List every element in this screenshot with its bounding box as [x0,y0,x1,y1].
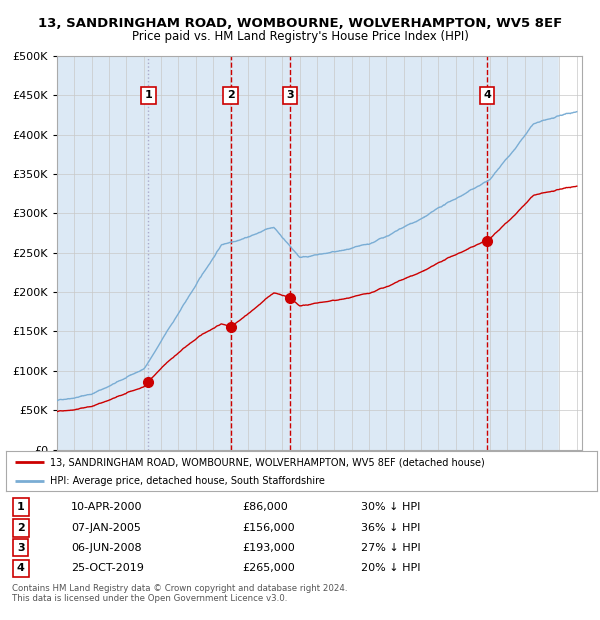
Text: £156,000: £156,000 [242,523,295,533]
Text: 13, SANDRINGHAM ROAD, WOMBOURNE, WOLVERHAMPTON, WV5 8EF: 13, SANDRINGHAM ROAD, WOMBOURNE, WOLVERH… [38,17,562,30]
Text: 36% ↓ HPI: 36% ↓ HPI [361,523,420,533]
Text: 20% ↓ HPI: 20% ↓ HPI [361,564,420,574]
Text: 3: 3 [17,542,25,552]
Text: 07-JAN-2005: 07-JAN-2005 [71,523,141,533]
Text: 2: 2 [227,90,235,100]
Text: 27% ↓ HPI: 27% ↓ HPI [361,542,420,552]
Text: 25-OCT-2019: 25-OCT-2019 [71,564,144,574]
Text: 06-JUN-2008: 06-JUN-2008 [71,542,142,552]
Text: HPI: Average price, detached house, South Staffordshire: HPI: Average price, detached house, Sout… [50,476,325,486]
Text: 30% ↓ HPI: 30% ↓ HPI [361,502,420,512]
Text: 2: 2 [17,523,25,533]
Text: Contains HM Land Registry data © Crown copyright and database right 2024.
This d: Contains HM Land Registry data © Crown c… [12,584,347,603]
Text: 4: 4 [17,564,25,574]
Text: £193,000: £193,000 [242,542,295,552]
Text: £265,000: £265,000 [242,564,295,574]
Bar [559,56,586,450]
Text: 3: 3 [286,90,293,100]
Text: 4: 4 [483,90,491,100]
Text: 1: 1 [17,502,25,512]
Text: 1: 1 [145,90,152,100]
Bar [559,56,586,450]
Text: 13, SANDRINGHAM ROAD, WOMBOURNE, WOLVERHAMPTON, WV5 8EF (detached house): 13, SANDRINGHAM ROAD, WOMBOURNE, WOLVERH… [50,457,485,467]
Text: £86,000: £86,000 [242,502,288,512]
Text: 10-APR-2000: 10-APR-2000 [71,502,143,512]
Text: Price paid vs. HM Land Registry's House Price Index (HPI): Price paid vs. HM Land Registry's House … [131,30,469,43]
